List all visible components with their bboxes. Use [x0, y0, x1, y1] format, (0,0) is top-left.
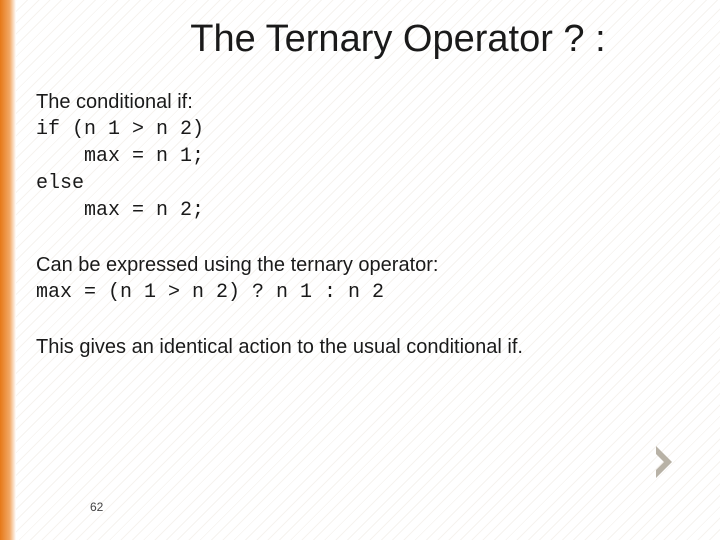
- code-block-ternary: Can be expressed using the ternary opera…: [36, 252, 700, 306]
- chevron-right-icon: [654, 444, 682, 480]
- slide-title: The Ternary Operator ? :: [96, 18, 700, 61]
- intro-text-2: Can be expressed using the ternary opera…: [36, 252, 700, 279]
- page-number: 62: [90, 500, 103, 514]
- code-line: max = n 1;: [36, 143, 700, 170]
- slide-content: The Ternary Operator ? : The conditional…: [36, 0, 700, 540]
- code-block-if: The conditional if: if (n 1 > n 2) max =…: [36, 89, 700, 224]
- code-line: if (n 1 > n 2): [36, 116, 700, 143]
- intro-text-1: The conditional if:: [36, 89, 700, 116]
- code-line: max = (n 1 > n 2) ? n 1 : n 2: [36, 279, 700, 306]
- accent-sidebar: [0, 0, 16, 540]
- code-line: else: [36, 170, 700, 197]
- closing-text: This gives an identical action to the us…: [36, 334, 700, 361]
- code-line: max = n 2;: [36, 197, 700, 224]
